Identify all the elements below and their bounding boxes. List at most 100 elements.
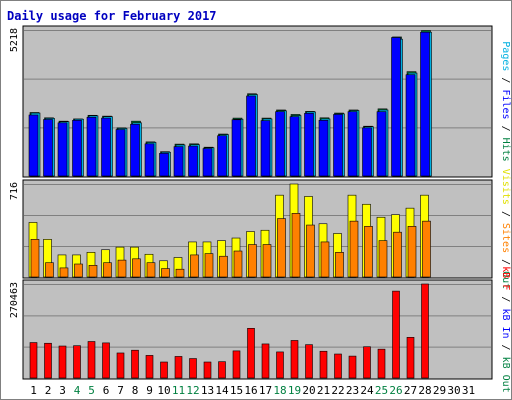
right-legend-top: Pages / Files / Hits — [500, 41, 511, 161]
day-label-4: 4 — [74, 384, 81, 397]
legend-part: Files — [500, 89, 511, 119]
bar-pages-17 — [260, 120, 271, 177]
bar-sites-26 — [393, 231, 402, 278]
bar-kb-f-24 — [363, 346, 371, 379]
bar-pages-1 — [28, 114, 39, 177]
bar-pages-15 — [231, 119, 242, 177]
bar-sites-11 — [175, 268, 185, 278]
bar-kb-f-7 — [116, 352, 125, 379]
bar-pages-12 — [188, 145, 198, 177]
bar-pages-5 — [86, 116, 97, 177]
bar-sites-2 — [45, 262, 54, 278]
bar-kb-f-18 — [276, 351, 284, 379]
day-label-12: 12 — [186, 384, 199, 397]
day-label-29: 29 — [433, 384, 446, 397]
bar-sites-9 — [146, 262, 156, 278]
bar-pages-22 — [333, 114, 343, 177]
bar-pages-11 — [173, 146, 184, 177]
bar-kb-f-5 — [87, 341, 96, 379]
day-label-20: 20 — [302, 384, 315, 397]
legend-part: Pages — [500, 41, 511, 71]
panel-top: 5218 — [9, 25, 493, 178]
bar-pages-9 — [144, 143, 155, 177]
bar-kb-f-13 — [203, 361, 212, 379]
panel-middle: 716 — [9, 179, 493, 279]
legend-part: / — [500, 71, 511, 89]
day-label-10: 10 — [157, 384, 170, 397]
y-max-label: 716 — [9, 182, 20, 200]
right-legend-bottom: kB F / kB In / kB Out — [500, 266, 511, 392]
day-label-30: 30 — [447, 384, 460, 397]
day-label-24: 24 — [360, 384, 374, 397]
bar-pages-13 — [202, 148, 213, 177]
day-label-28: 28 — [418, 384, 431, 397]
bar-sites-28 — [422, 220, 431, 278]
x-axis-day-labels: 1 2 3 4 5 6 7 8 9 10 11 12 13 14 15 16 17 18 19 20 21 22 23 24 2… — [30, 384, 475, 397]
bar-pages-10 — [159, 153, 169, 177]
bar-kb-f-4 — [73, 345, 81, 379]
bar-kb-f-17 — [261, 343, 270, 379]
bar-sites-3 — [59, 267, 69, 278]
day-label-23: 23 — [346, 384, 359, 397]
bar-kb-f-11 — [174, 356, 183, 379]
legend-part: kB In — [500, 308, 511, 338]
bar-kb-f-27 — [406, 337, 415, 379]
bar-pages-16 — [246, 95, 256, 177]
bar-kb-f-6 — [102, 342, 110, 379]
bar-sites-19 — [291, 213, 301, 278]
bar-pages-14 — [217, 135, 227, 177]
bar-pages-21 — [318, 120, 329, 177]
bar-kb-f-26 — [392, 290, 400, 379]
bar-sites-17 — [262, 244, 272, 278]
day-label-8: 8 — [132, 384, 139, 397]
legend-part: Sites — [500, 223, 511, 253]
day-label-31: 31 — [462, 384, 475, 397]
bar-pages-3 — [57, 122, 68, 177]
right-legend-middle: Visits / Sites / Out — [500, 169, 511, 289]
legend-part: Out — [500, 271, 511, 289]
bar-pages-26 — [391, 37, 401, 177]
bar-sites-22 — [335, 252, 344, 278]
bar-sites-8 — [132, 258, 141, 278]
bar-pages-8 — [130, 123, 140, 177]
bar-kb-f-15 — [232, 350, 241, 379]
legend-part: / — [500, 253, 511, 271]
bar-sites-25 — [378, 240, 388, 278]
bar-sites-27 — [407, 226, 417, 278]
legend-part: kB F — [500, 266, 511, 290]
legend-part: kB Out — [500, 357, 511, 393]
bar-sites-24 — [364, 226, 373, 278]
day-label-14: 14 — [215, 384, 229, 397]
bar-kb-f-25 — [377, 348, 386, 379]
bar-sites-21 — [320, 241, 330, 278]
day-label-15: 15 — [230, 384, 243, 397]
y-max-label: 5218 — [9, 28, 20, 52]
legend-part: / — [500, 339, 511, 357]
bar-kb-f-12 — [189, 358, 197, 379]
bar-sites-18 — [277, 218, 286, 278]
bar-kb-f-3 — [58, 345, 67, 379]
day-label-9: 9 — [146, 384, 153, 397]
day-label-26: 26 — [389, 384, 402, 397]
bar-pages-20 — [304, 113, 314, 177]
bar-kb-f-8 — [131, 349, 139, 379]
bar-sites-12 — [190, 254, 199, 278]
bar-sites-23 — [349, 220, 359, 278]
day-label-5: 5 — [88, 384, 95, 397]
bar-sites-6 — [103, 262, 112, 278]
bar-kb-f-20 — [305, 344, 313, 379]
day-label-6: 6 — [103, 384, 110, 397]
bar-kb-f-9 — [145, 355, 154, 379]
day-label-22: 22 — [331, 384, 344, 397]
bar-pages-23 — [347, 111, 358, 177]
bar-pages-19 — [289, 116, 300, 177]
bar-kb-f-14 — [218, 361, 226, 379]
bar-kb-f-16 — [247, 328, 255, 379]
bar-sites-15 — [233, 250, 243, 278]
day-label-2: 2 — [45, 384, 52, 397]
y-max-label: 270463 — [9, 282, 20, 318]
day-label-1: 1 — [30, 384, 37, 397]
day-label-27: 27 — [404, 384, 417, 397]
